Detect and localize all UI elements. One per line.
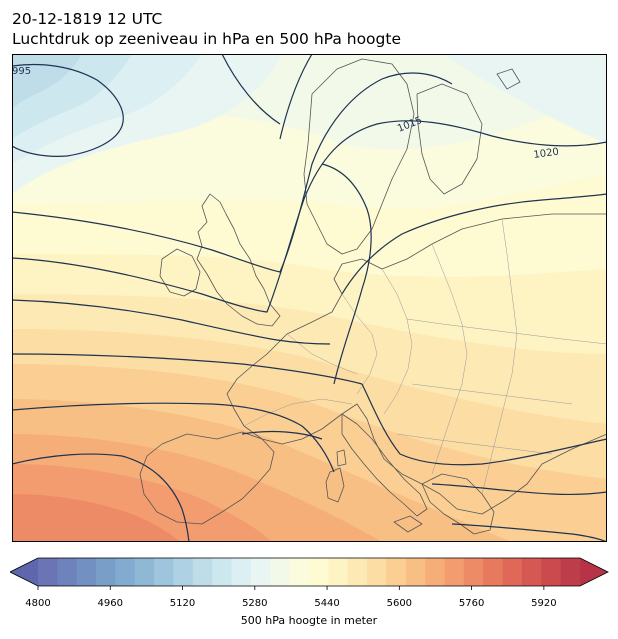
colorbar-swatch: [38, 558, 58, 586]
colorbar-swatch: [347, 558, 368, 586]
colorbar-swatch: [309, 558, 329, 586]
colorbar-swatch: [134, 558, 155, 586]
colorbar-outline: [10, 557, 609, 587]
colorbar-swatch: [250, 558, 271, 586]
colorbar-swatch: [444, 558, 465, 586]
coastlines: [139, 58, 607, 535]
colorbar-swatch: [560, 558, 581, 586]
colorbar-swatch: [367, 558, 388, 586]
colorbar-swatch: [57, 558, 78, 586]
colorbar-tick-label: 4960: [98, 598, 123, 609]
colorbar-tick-label: 5120: [170, 598, 195, 609]
colorbar-swatch: [173, 558, 194, 586]
colorbar-tick-label: 4800: [25, 598, 50, 609]
colorbar-swatch: [425, 558, 446, 586]
colorbar-tick-label: 5600: [387, 598, 412, 609]
colorbar-swatch: [231, 558, 252, 586]
colorbar-ticks: 4800 4960 5120 5280 5440 5600 5760 5920: [25, 586, 557, 609]
colorbar-swatch: [115, 558, 136, 586]
colorbar-swatch: [328, 558, 349, 586]
colorbar-label: 500 hPa hoogte in meter: [240, 614, 378, 627]
colorbar-swatch: [96, 558, 117, 586]
colorbar-swatch: [463, 558, 484, 586]
colorbar-extend-low-arrow: [10, 558, 38, 586]
colorbar-tick-label: 5760: [459, 598, 484, 609]
colorbar-swatches: [38, 558, 581, 586]
colorbar-swatch: [521, 558, 542, 586]
colorbar: 4800 4960 5120 5280 5440 5600 5760 5920: [10, 557, 609, 609]
colorbar-swatch: [270, 558, 291, 586]
map-title-line-2: Luchtdruk op zeeniveau in hPa en 500 hPa…: [12, 30, 401, 48]
colorbar-tick-label: 5440: [314, 598, 339, 609]
country-borders: [243, 218, 607, 495]
isobar-label-995: 995: [12, 66, 31, 77]
map-title-line-1: 20-12-1819 12 UTC: [12, 10, 163, 28]
colorbar-swatch: [541, 558, 562, 586]
colorbar-swatch: [76, 558, 97, 586]
colorbar-swatch: [212, 558, 233, 586]
colorbar-swatch: [405, 558, 426, 586]
height-fill-bands: [12, 54, 607, 542]
colorbar-swatch: [483, 558, 504, 586]
colorbar-swatch: [192, 558, 213, 586]
colorbar-swatch: [154, 558, 175, 586]
weather-map: 1015 1020 995: [12, 54, 607, 542]
isobars: [12, 54, 607, 542]
colorbar-swatch: [502, 558, 523, 586]
colorbar-tick-label: 5920: [531, 598, 556, 609]
colorbar-tick-label: 5280: [242, 598, 267, 609]
isobar-label-1020: 1020: [533, 147, 560, 161]
map-frame: [12, 54, 607, 542]
colorbar-swatch: [289, 558, 310, 586]
colorbar-extend-high-arrow: [580, 558, 608, 586]
colorbar-swatch: [386, 558, 407, 586]
